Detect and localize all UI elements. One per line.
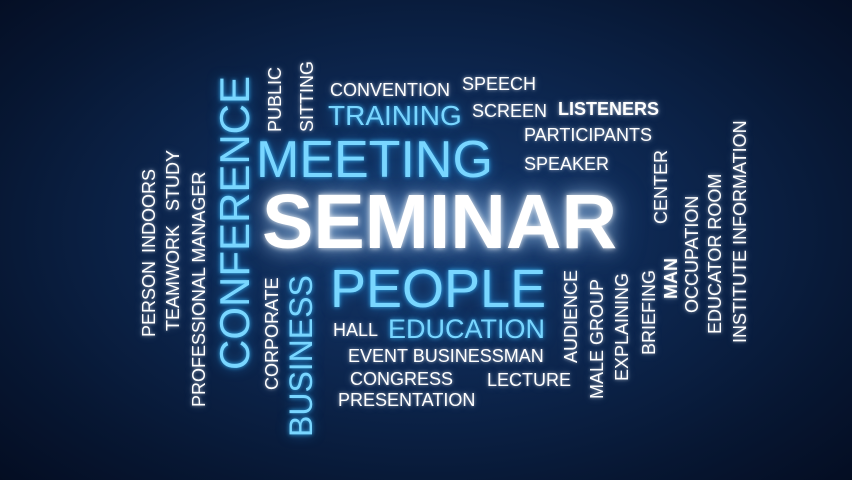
- word-speech: SPEECH: [462, 74, 537, 94]
- word-public: PUBLIC: [265, 66, 285, 132]
- word-teamwork: TEAMWORK: [163, 225, 183, 331]
- word-training: TRAINING: [328, 100, 462, 131]
- word-event-businessman: EVENT BUSINESSMAN: [348, 346, 544, 366]
- word-educator-room: EDUCATOR ROOM: [705, 173, 725, 334]
- word-listeners: LISTENERS: [558, 99, 660, 119]
- word-sitting: SITTING: [297, 61, 317, 132]
- word-seminar: SEMINAR: [262, 179, 618, 265]
- word-education: EDUCATION: [388, 314, 546, 344]
- word-screen: SCREEN: [472, 101, 548, 121]
- word-speaker: SPEAKER: [524, 154, 610, 174]
- word-professional-manager: PROFESSIONAL MANAGER: [189, 171, 209, 407]
- word-conference: CONFERENCE: [211, 75, 258, 370]
- word-center: CENTER: [651, 149, 671, 224]
- word-people: PEOPLE: [330, 259, 547, 319]
- word-indoors: INDOORS: [139, 168, 159, 253]
- word-presentation: PRESENTATION: [338, 390, 476, 410]
- word-institute-information: INSTITUTE INFORMATION: [730, 120, 750, 343]
- word-participants: PARTICIPANTS: [524, 125, 653, 145]
- word-hall: HALL: [333, 320, 379, 340]
- word-meeting: MEETING: [256, 131, 493, 189]
- word-congress: CONGRESS: [350, 369, 454, 389]
- word-audience: AUDIENCE: [561, 269, 581, 363]
- word-briefing: BRIEFING: [639, 269, 659, 355]
- word-corporate: CORPORATE: [262, 277, 282, 390]
- word-study: STUDY: [163, 149, 183, 211]
- word-person: PERSON: [139, 260, 159, 337]
- word-occupation: OCCUPATION: [682, 195, 702, 313]
- word-business: BUSINESS: [283, 275, 319, 437]
- word-lecture: LECTURE: [487, 370, 572, 390]
- word-explaining: EXPLAINING: [612, 272, 632, 381]
- word-convention: CONVENTION: [330, 80, 451, 100]
- word-man: MAN: [661, 258, 681, 299]
- word-male-group: MALE GROUP: [587, 278, 607, 399]
